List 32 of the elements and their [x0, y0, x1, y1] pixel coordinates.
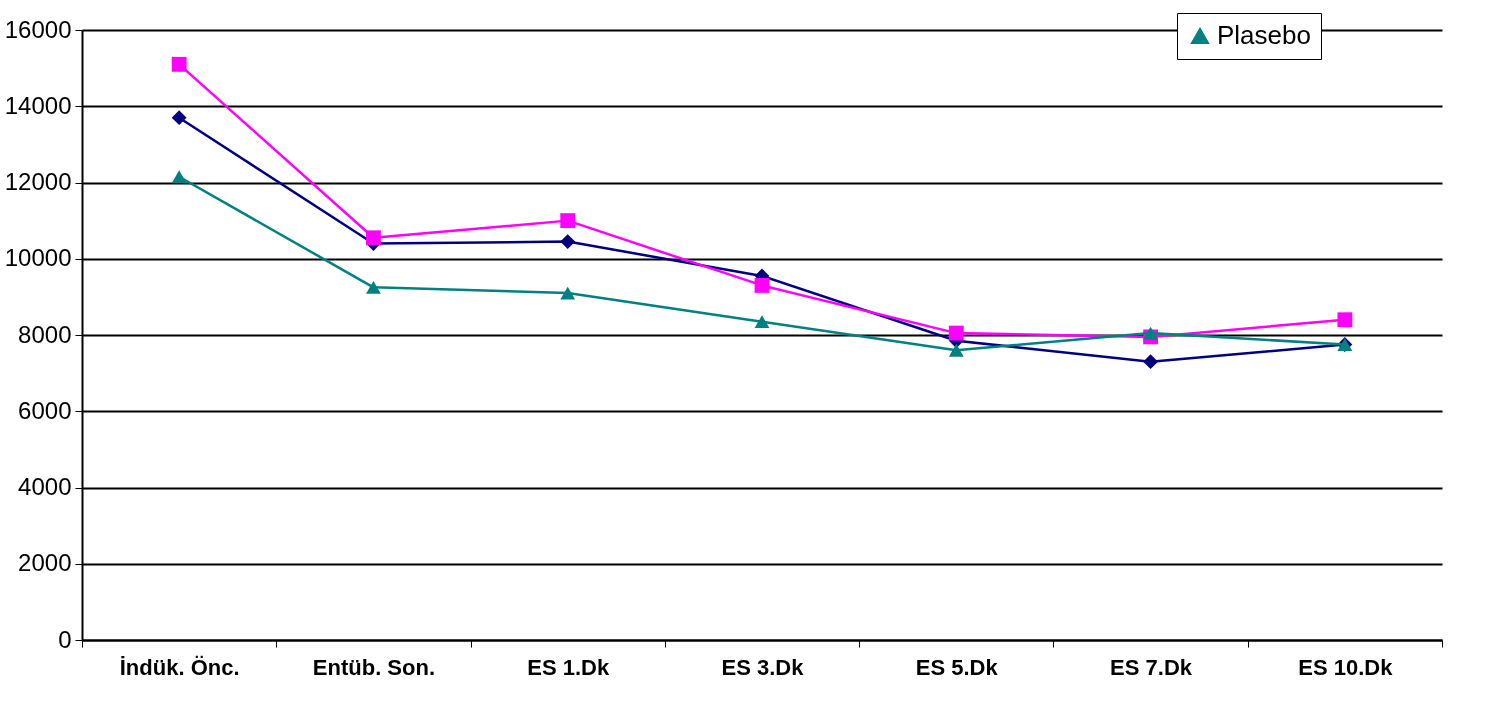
point	[560, 213, 576, 229]
point	[171, 56, 187, 72]
point	[1143, 354, 1158, 370]
point	[1143, 326, 1158, 340]
x-tick-label: ES 1.Dk	[527, 654, 610, 680]
x-tick-label: ES 3.Dk	[721, 654, 805, 680]
point	[560, 286, 576, 300]
point	[1337, 312, 1353, 328]
point	[754, 278, 770, 293]
y-tick-label: 12000	[4, 168, 72, 195]
x-tick-label: ES 7.Dk	[1110, 654, 1193, 680]
point	[754, 315, 770, 329]
y-tick-label: 2000	[18, 549, 72, 577]
y-tick-label: 8000	[18, 320, 72, 348]
point	[366, 230, 381, 246]
point	[948, 325, 964, 341]
point	[171, 110, 187, 126]
x-tick-label: İndük. Önc.	[119, 654, 240, 680]
y-tick-label: 10000	[4, 244, 72, 272]
x-tick-label: ES 5.Dk	[915, 654, 999, 680]
y-tick-label: 16000	[4, 15, 72, 43]
point	[171, 170, 187, 184]
x-tick-label: ES 10.Dk	[1298, 654, 1394, 680]
y-tick-label: 4000	[18, 473, 72, 500]
y-tick-label: 0	[58, 625, 72, 653]
point	[560, 234, 576, 250]
point	[948, 343, 964, 357]
y-tick-label: 6000	[18, 396, 72, 424]
point	[366, 280, 381, 294]
x-tick-label: Entüb. Son.	[312, 654, 436, 680]
y-tick-label: 14000	[4, 91, 72, 119]
legend-label: Plasebo	[1217, 20, 1311, 50]
